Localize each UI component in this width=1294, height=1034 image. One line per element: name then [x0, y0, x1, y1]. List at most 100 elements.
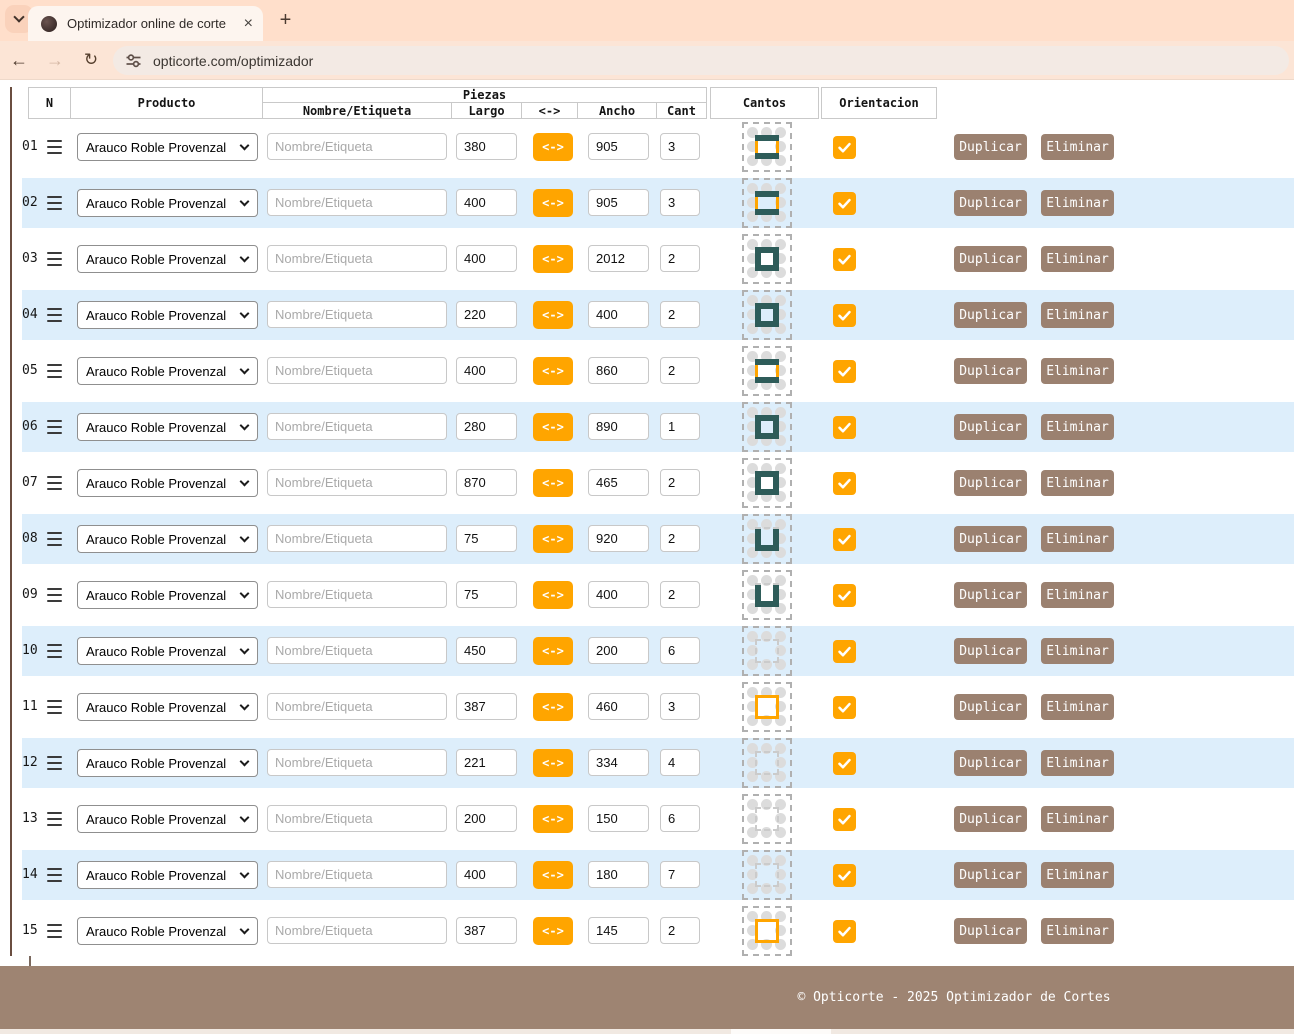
drag-handle-icon[interactable] — [47, 364, 62, 378]
delete-button[interactable]: Eliminar — [1041, 414, 1114, 440]
drag-handle-icon[interactable] — [47, 420, 62, 434]
cantos-widget[interactable] — [742, 290, 792, 340]
piece-name-input[interactable] — [267, 525, 447, 552]
piece-name-input[interactable] — [267, 357, 447, 384]
browser-tab[interactable]: Optimizador online de corte × — [28, 6, 263, 41]
cantos-widget[interactable] — [742, 178, 792, 228]
drag-handle-icon[interactable] — [47, 252, 62, 266]
drag-handle-icon[interactable] — [47, 812, 62, 826]
duplicate-button[interactable]: Duplicar — [954, 134, 1027, 160]
swap-dimensions-button[interactable]: <-> — [533, 189, 573, 217]
orientation-checkbox[interactable] — [833, 360, 856, 383]
canto-edge-bottom[interactable] — [755, 716, 779, 719]
duplicate-button[interactable]: Duplicar — [954, 862, 1027, 888]
canto-edge-right[interactable] — [773, 471, 779, 495]
cantos-widget[interactable] — [742, 234, 792, 284]
ancho-input[interactable] — [588, 749, 649, 776]
ancho-input[interactable] — [588, 357, 649, 384]
piece-name-input[interactable] — [267, 469, 447, 496]
product-select[interactable]: Arauco Roble Provenzal — [77, 357, 258, 385]
product-select[interactable]: Arauco Roble Provenzal — [77, 805, 258, 833]
canto-edge-bottom[interactable] — [755, 377, 779, 383]
orientation-checkbox[interactable] — [833, 920, 856, 943]
canto-edge-top[interactable] — [755, 135, 779, 141]
cant-input[interactable] — [660, 861, 700, 888]
delete-button[interactable]: Eliminar — [1041, 134, 1114, 160]
canto-edge-top[interactable] — [755, 359, 779, 365]
delete-button[interactable]: Eliminar — [1041, 862, 1114, 888]
swap-dimensions-button[interactable]: <-> — [533, 357, 573, 385]
duplicate-button[interactable]: Duplicar — [954, 638, 1027, 664]
canto-edge-left[interactable] — [755, 863, 757, 887]
canto-edge-right[interactable] — [776, 191, 779, 215]
largo-input[interactable] — [456, 805, 517, 832]
canto-edge-right[interactable] — [776, 919, 779, 943]
canto-edge-top[interactable] — [755, 415, 779, 421]
cantos-widget[interactable] — [742, 738, 792, 788]
canto-edge-left[interactable] — [755, 471, 761, 495]
canto-edge-top[interactable] — [755, 807, 779, 809]
duplicate-button[interactable]: Duplicar — [954, 358, 1027, 384]
canto-edge-bottom[interactable] — [755, 433, 779, 439]
ancho-input[interactable] — [588, 637, 649, 664]
canto-edge-right[interactable] — [773, 583, 779, 607]
delete-button[interactable]: Eliminar — [1041, 582, 1114, 608]
canto-edge-right[interactable] — [773, 303, 779, 327]
delete-button[interactable]: Eliminar — [1041, 638, 1114, 664]
canto-edge-top[interactable] — [755, 303, 779, 309]
orientation-checkbox[interactable] — [833, 528, 856, 551]
cantos-widget[interactable] — [742, 626, 792, 676]
duplicate-button[interactable]: Duplicar — [954, 694, 1027, 720]
drag-handle-icon[interactable] — [47, 140, 62, 154]
canto-edge-left[interactable] — [755, 247, 761, 271]
largo-input[interactable] — [456, 917, 517, 944]
drag-handle-icon[interactable] — [47, 532, 62, 546]
canto-edge-left[interactable] — [755, 639, 757, 663]
canto-edge-bottom[interactable] — [755, 209, 779, 215]
drag-handle-icon[interactable] — [47, 196, 62, 210]
piece-name-input[interactable] — [267, 581, 447, 608]
canto-edge-right[interactable] — [773, 527, 779, 551]
duplicate-button[interactable]: Duplicar — [954, 190, 1027, 216]
canto-edge-top[interactable] — [755, 583, 779, 585]
product-select[interactable]: Arauco Roble Provenzal — [77, 693, 258, 721]
orientation-checkbox[interactable] — [833, 696, 856, 719]
canto-edge-left[interactable] — [755, 359, 758, 383]
product-select[interactable]: Arauco Roble Provenzal — [77, 637, 258, 665]
ancho-input[interactable] — [588, 189, 649, 216]
largo-input[interactable] — [456, 357, 517, 384]
largo-input[interactable] — [456, 693, 517, 720]
cantos-widget[interactable] — [742, 402, 792, 452]
duplicate-button[interactable]: Duplicar — [954, 246, 1027, 272]
swap-dimensions-button[interactable]: <-> — [533, 693, 573, 721]
cant-input[interactable] — [660, 245, 700, 272]
canto-edge-left[interactable] — [755, 807, 757, 831]
canto-edge-right[interactable] — [777, 639, 779, 663]
canto-edge-right[interactable] — [776, 135, 779, 159]
largo-input[interactable] — [456, 413, 517, 440]
cant-input[interactable] — [660, 749, 700, 776]
drag-handle-icon[interactable] — [47, 924, 62, 938]
cant-input[interactable] — [660, 693, 700, 720]
ancho-input[interactable] — [588, 133, 649, 160]
duplicate-button[interactable]: Duplicar — [954, 806, 1027, 832]
cantos-widget[interactable] — [742, 514, 792, 564]
canto-edge-bottom[interactable] — [755, 601, 779, 607]
ancho-input[interactable] — [588, 861, 649, 888]
largo-input[interactable] — [456, 525, 517, 552]
canto-edge-right[interactable] — [776, 359, 779, 383]
tab-close-icon[interactable]: × — [243, 14, 253, 32]
ancho-input[interactable] — [588, 301, 649, 328]
canto-edge-bottom[interactable] — [755, 265, 779, 271]
duplicate-button[interactable]: Duplicar — [954, 918, 1027, 944]
largo-input[interactable] — [456, 637, 517, 664]
canto-edge-bottom[interactable] — [755, 545, 779, 551]
product-select[interactable]: Arauco Roble Provenzal — [77, 525, 258, 553]
canto-edge-right[interactable] — [777, 863, 779, 887]
orientation-checkbox[interactable] — [833, 584, 856, 607]
drag-handle-icon[interactable] — [47, 700, 62, 714]
cantos-widget[interactable] — [742, 906, 792, 956]
canto-edge-left[interactable] — [755, 919, 758, 943]
largo-input[interactable] — [456, 581, 517, 608]
cant-input[interactable] — [660, 413, 700, 440]
